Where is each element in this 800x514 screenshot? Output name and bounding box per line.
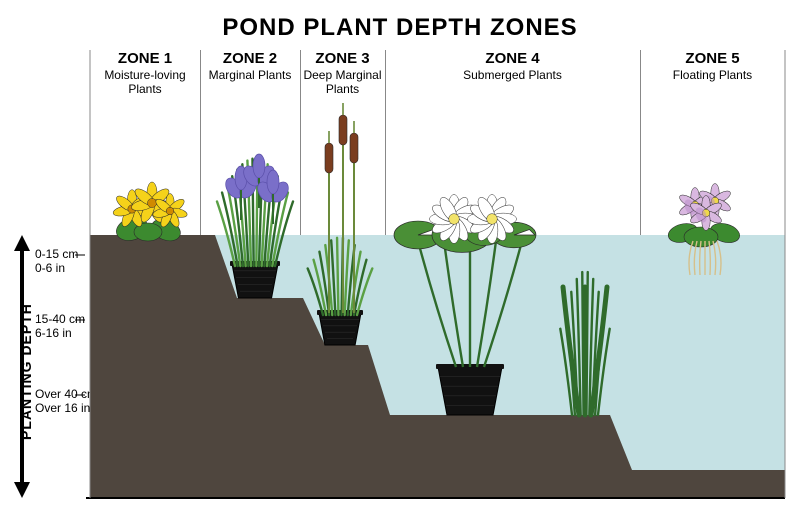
pot (232, 264, 278, 298)
axis-arrow-down (14, 482, 30, 498)
cattail-head (325, 143, 333, 173)
axis-arrow-up (14, 235, 30, 251)
cattail-head (339, 115, 347, 145)
pot (438, 367, 502, 415)
cattail-head (350, 133, 358, 163)
diagram-svg (0, 0, 800, 514)
pot (319, 313, 361, 345)
